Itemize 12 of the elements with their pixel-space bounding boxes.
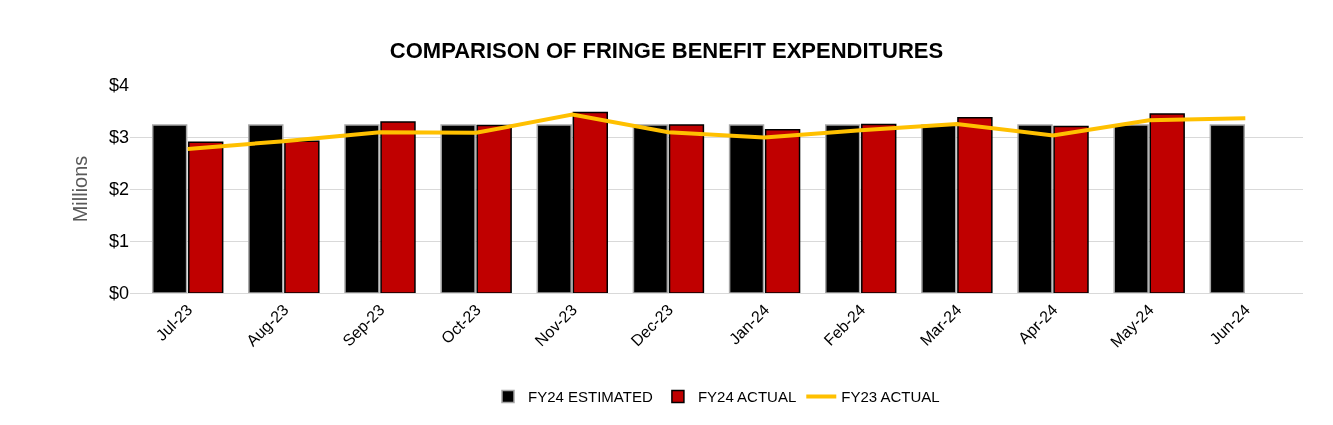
chart-title: COMPARISON OF FRINGE BENEFIT EXPENDITURES bbox=[389, 37, 944, 63]
legend-label: FY24 ESTIMATED bbox=[528, 388, 653, 406]
legend-label: FY23 ACTUAL bbox=[841, 388, 940, 406]
y-tick-label: $4 bbox=[108, 75, 129, 96]
y-tick-label: $0 bbox=[108, 283, 129, 304]
y-tick-label: $3 bbox=[108, 127, 129, 148]
y-tick-label: $1 bbox=[108, 231, 129, 252]
y-tick-label: $2 bbox=[108, 179, 129, 200]
bar bbox=[1209, 124, 1245, 293]
y-axis-title: Millions bbox=[69, 155, 92, 223]
legend-label: FY24 ACTUAL bbox=[697, 388, 797, 406]
line-series bbox=[185, 112, 1248, 151]
